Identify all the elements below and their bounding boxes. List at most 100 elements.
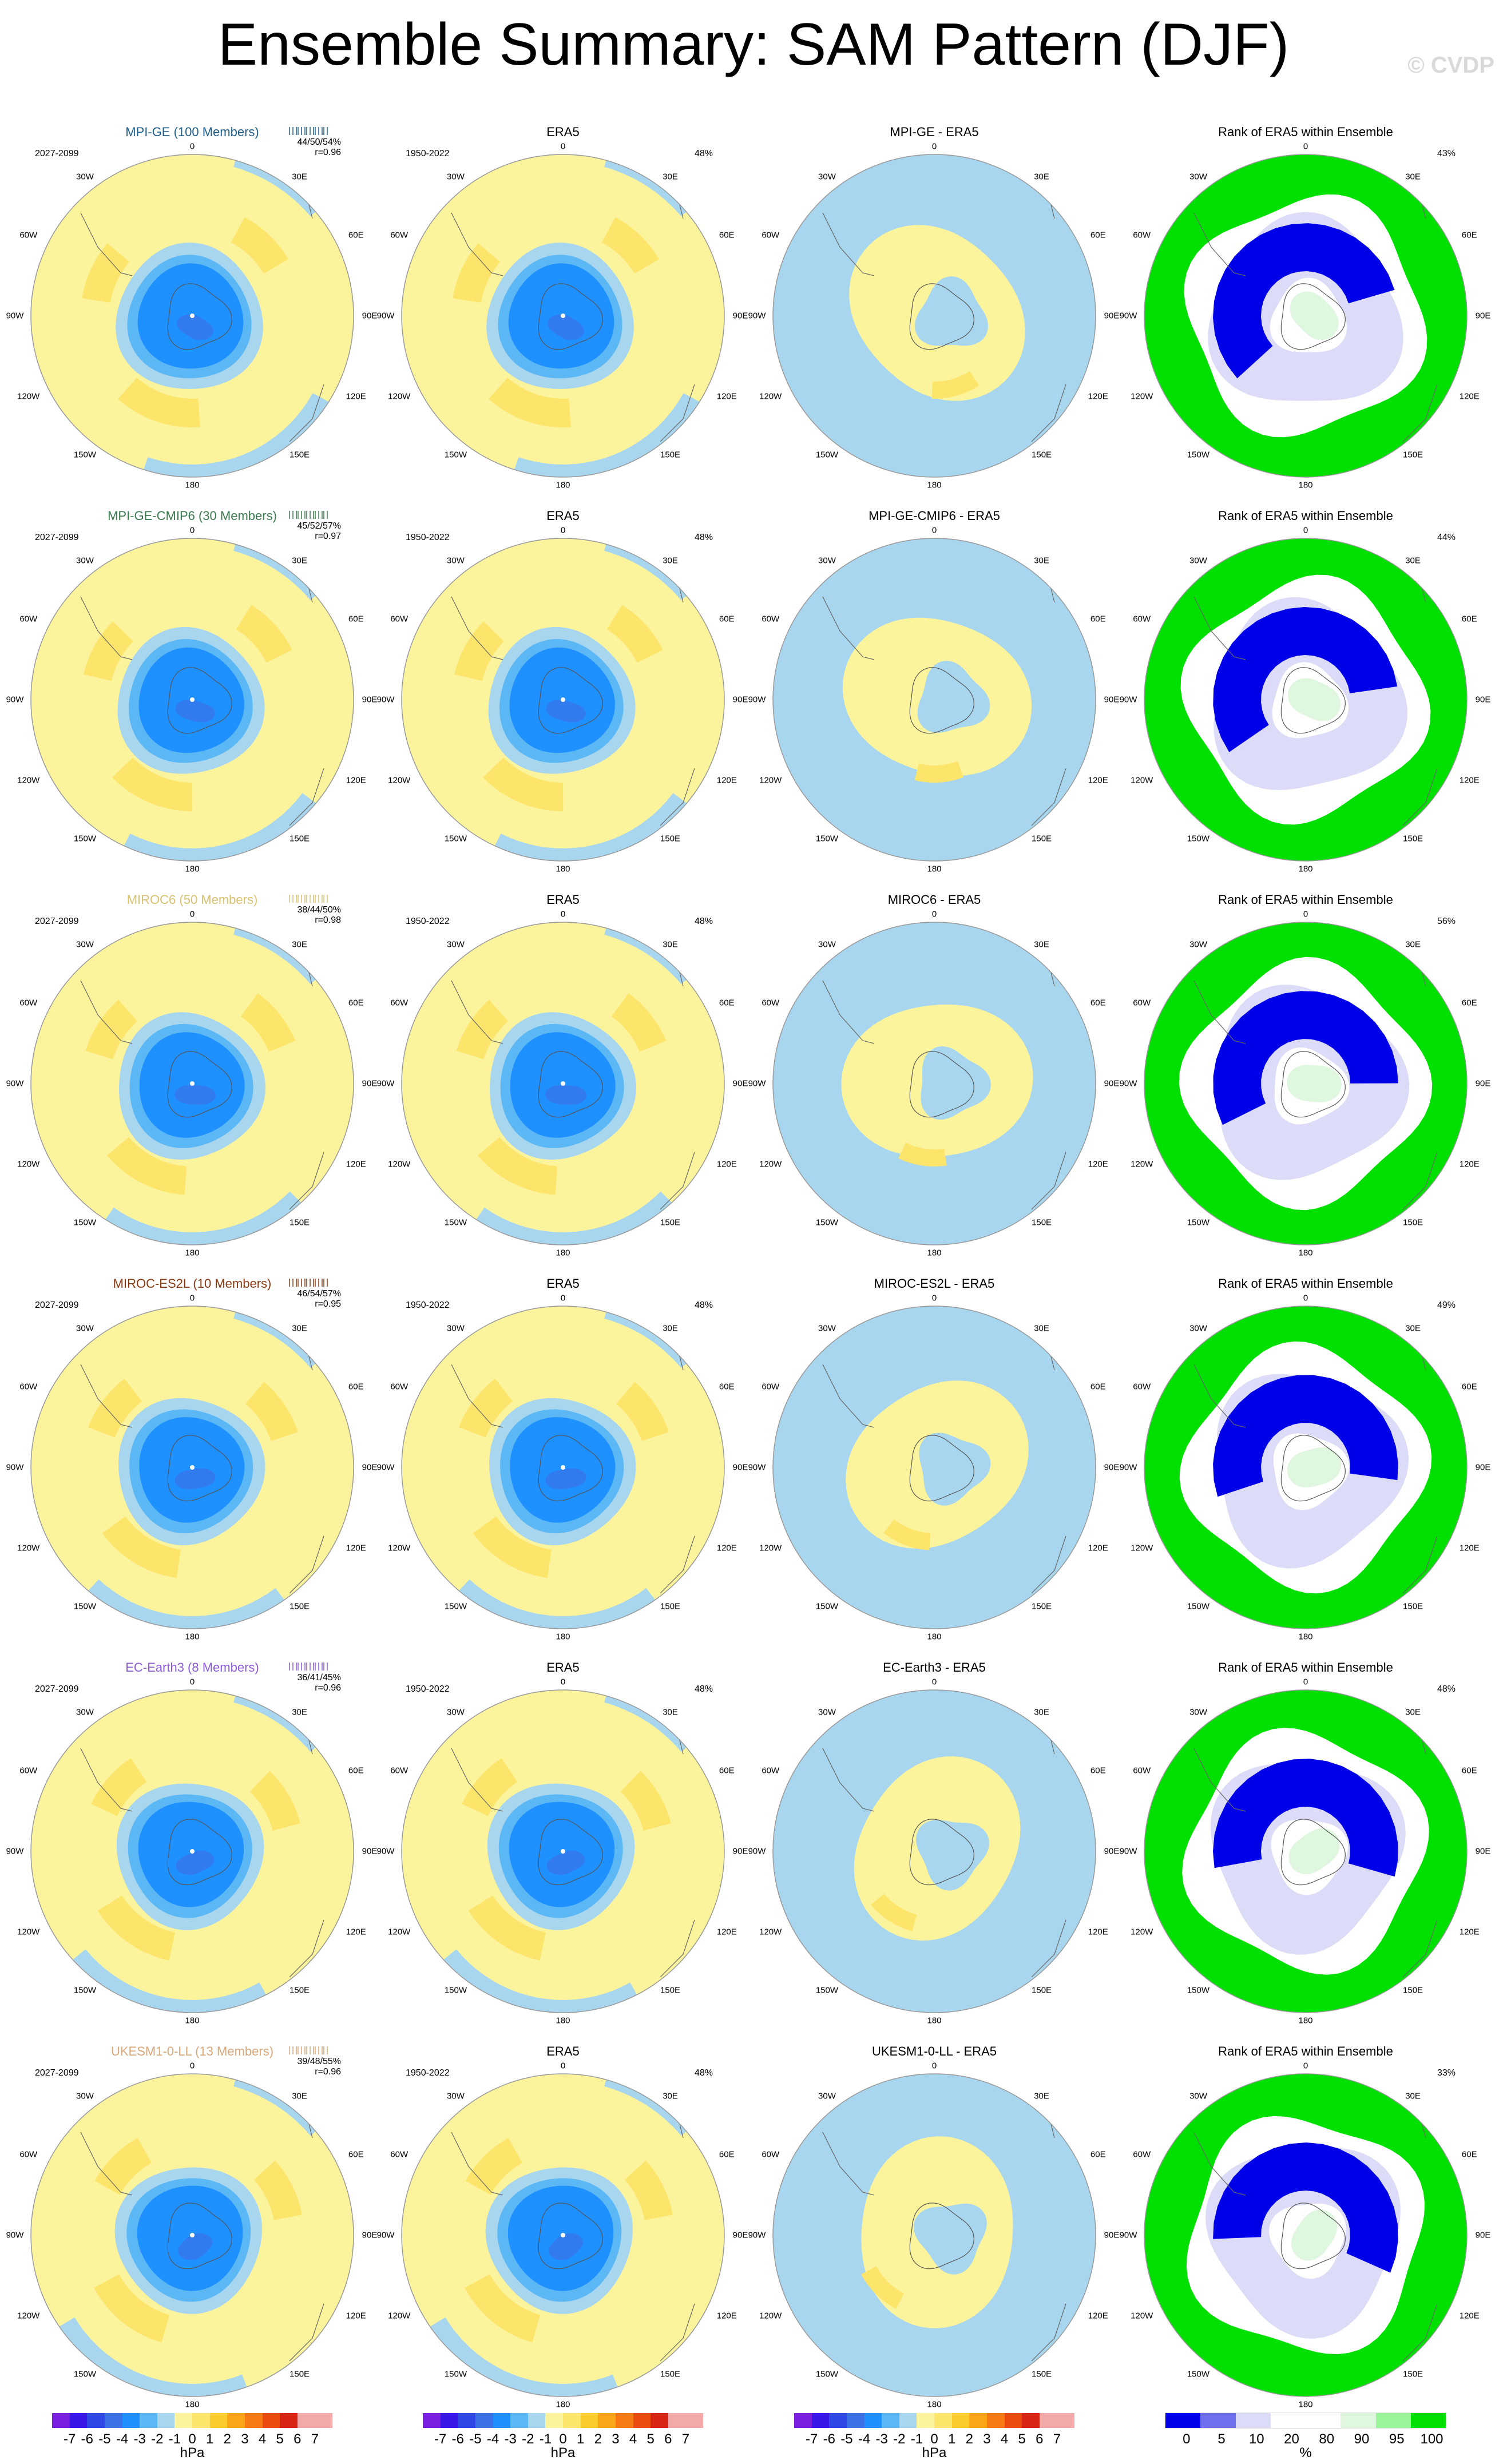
model-period: 2027-2099	[35, 533, 79, 542]
longitude-label-tr: 30E	[292, 2091, 307, 2101]
colorbar-tick: 2	[223, 2431, 231, 2447]
diff-map	[772, 1306, 1096, 1629]
longitude-label-tl: 30W	[1189, 1323, 1207, 1334]
longitude-label-r1: 60E	[719, 1765, 735, 1776]
colorbar-swatch	[951, 2413, 970, 2428]
longitude-label-br: 150E	[660, 2369, 681, 2379]
longitude-label-bottom: 180	[1298, 864, 1313, 874]
longitude-label-l1: 60W	[390, 614, 409, 624]
pole-marker	[190, 2233, 195, 2237]
longitude-label-r3: 120E	[1088, 1159, 1108, 1169]
map-boundary	[772, 538, 1096, 862]
longitude-label-top: 0	[1303, 2061, 1308, 2071]
south-america-coastline	[822, 212, 875, 276]
member-spread-glyph	[289, 1279, 328, 1287]
colorbar-tick: -5	[469, 2431, 482, 2447]
member-spread-glyph	[289, 2046, 328, 2054]
longitude-label-br: 150E	[660, 1601, 681, 1612]
colorbar-swatch	[1022, 2413, 1040, 2428]
longitude-label-r1: 60E	[1461, 998, 1477, 1008]
longitude-label-r3: 120E	[716, 1159, 737, 1169]
longitude-label-r1: 60E	[348, 230, 364, 240]
colorbar-swatch	[829, 2413, 847, 2428]
rank-map	[1144, 1689, 1468, 2013]
rank-field-low	[1213, 1759, 1398, 1877]
longitude-label-bl: 150W	[815, 450, 839, 460]
longitude-label-r1: 60E	[348, 1765, 364, 1776]
colorbar-swatch	[192, 2413, 210, 2428]
era5-title: ERA5	[546, 1276, 580, 1291]
colorbar-swatch	[52, 2413, 70, 2428]
longitude-label-l3: 120W	[1131, 1543, 1153, 1553]
longitude-label-l3: 120W	[759, 391, 782, 402]
longitude-label-l2: 90W	[376, 311, 395, 321]
longitude-label-r2: 90E	[1475, 1462, 1491, 1473]
longitude-label-tr: 30E	[663, 1707, 678, 1717]
colorbar-tick: 4	[1000, 2431, 1009, 2447]
longitude-label-bottom: 180	[185, 2399, 200, 2410]
longitude-label-l2: 90W	[748, 2230, 766, 2240]
pressure-field-high-band	[241, 993, 296, 1052]
rank-title: Rank of ERA5 within Ensemble	[1218, 509, 1393, 523]
colorbar-swatch	[615, 2413, 633, 2428]
longitude-label-bottom: 180	[556, 864, 570, 874]
antarctica-coastline	[167, 1435, 232, 1502]
pressure-field-high-band	[465, 2138, 522, 2195]
longitude-label-l3: 120W	[17, 391, 40, 402]
longitude-label-bottom: 180	[1298, 1632, 1313, 1642]
longitude-label-l2: 90W	[748, 1846, 766, 1856]
antarctica-coastline	[538, 1819, 603, 1886]
longitude-label-tl: 30W	[76, 172, 94, 182]
longitude-label-r2: 90E	[1104, 1078, 1120, 1089]
longitude-label-l2: 90W	[6, 695, 24, 705]
south-america-coastline	[80, 2132, 133, 2196]
longitude-label-tl: 30W	[447, 939, 465, 950]
longitude-label-br: 150E	[1032, 1217, 1052, 1228]
longitude-label-l3: 120W	[388, 2311, 411, 2321]
longitude-label-top: 0	[931, 909, 937, 919]
longitude-label-l3: 120W	[388, 1543, 411, 1553]
pressure-field-high-band	[84, 621, 133, 681]
colorbar-unit: %	[1299, 2445, 1312, 2461]
pole-marker	[190, 1849, 195, 1854]
colorbar-tick: 7	[311, 2431, 319, 2447]
south-america-coastline	[1193, 1748, 1246, 1812]
percent-variance-range: 46/54/57%	[297, 1289, 341, 1299]
colorbar-hpa	[423, 2413, 703, 2428]
diff-map	[772, 154, 1096, 478]
colorbar-swatch	[1375, 2413, 1411, 2428]
longitude-label-bl: 150W	[1187, 1217, 1210, 1228]
map-boundary	[401, 1689, 725, 2013]
rank-map	[1144, 538, 1468, 862]
model-title: MPI-GE (100 Members)	[125, 125, 259, 139]
south-america-coastline	[451, 1364, 503, 1428]
longitude-label-r3: 120E	[1088, 1543, 1108, 1553]
longitude-label-l3: 120W	[759, 775, 782, 785]
longitude-label-r3: 120E	[1088, 391, 1108, 402]
longitude-label-r3: 120E	[346, 2311, 366, 2321]
longitude-label-l2: 90W	[1119, 2230, 1137, 2240]
longitude-label-top: 0	[189, 141, 195, 152]
longitude-label-tr: 30E	[292, 1707, 307, 1717]
longitude-label-r3: 120E	[1459, 775, 1480, 785]
colorbar-tick: -2	[151, 2431, 164, 2447]
longitude-label-r3: 120E	[716, 391, 737, 402]
colorbar-swatch	[315, 2413, 332, 2428]
colorbar-tick: -5	[98, 2431, 111, 2447]
longitude-label-r3: 120E	[716, 1543, 737, 1553]
rank-percentage: 33%	[1437, 2068, 1456, 2078]
longitude-label-br: 150E	[289, 2369, 310, 2379]
colorbar-tick: 3	[983, 2431, 991, 2447]
longitude-label-bl: 150W	[815, 1217, 839, 1228]
colorbar-swatch	[969, 2413, 987, 2428]
rank-title: Rank of ERA5 within Ensemble	[1218, 892, 1393, 907]
longitude-label-l1: 60W	[390, 2149, 409, 2160]
longitude-label-br: 150E	[1403, 2369, 1423, 2379]
difference-field-negative	[919, 1433, 991, 1506]
member-spread-glyph	[289, 895, 328, 903]
longitude-label-bottom: 180	[1298, 480, 1313, 490]
pressure-field-high-band	[453, 243, 500, 303]
longitude-label-tl: 30W	[1189, 1707, 1207, 1717]
longitude-label-l2: 90W	[376, 1462, 395, 1473]
longitude-label-bottom: 180	[185, 480, 200, 490]
